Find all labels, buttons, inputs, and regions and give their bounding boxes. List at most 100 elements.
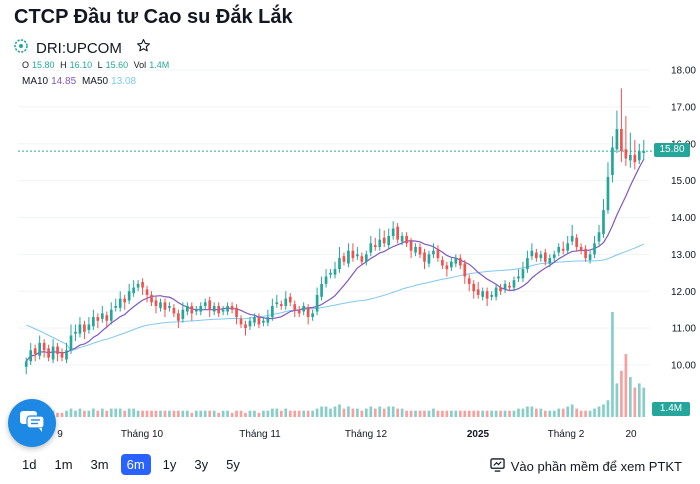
- volume-bar: [60, 412, 64, 417]
- candle-body: [136, 283, 140, 288]
- volume-bar: [347, 406, 350, 417]
- candle-body: [78, 324, 82, 334]
- candle-body: [320, 283, 323, 297]
- volume-bar: [244, 412, 247, 417]
- volume-bar: [628, 377, 632, 417]
- candle-body: [275, 302, 279, 305]
- volume-bar: [159, 410, 162, 417]
- x-tick-label: Tháng 11: [239, 429, 281, 440]
- volume-bar: [123, 410, 127, 417]
- candle-body: [387, 235, 391, 246]
- candle-body: [450, 261, 453, 268]
- volume-bar: [637, 383, 641, 417]
- candle-body: [445, 265, 449, 270]
- candle-body: [333, 269, 337, 275]
- candle-body: [271, 306, 274, 318]
- candle-body: [65, 350, 68, 360]
- volume-bar: [324, 406, 328, 417]
- volume-bar: [199, 410, 203, 417]
- volume-bar: [248, 410, 252, 417]
- candle-body: [42, 342, 46, 351]
- volume-bar: [132, 408, 135, 417]
- volume-bar: [561, 408, 565, 417]
- candle-body: [364, 254, 368, 262]
- candle-body: [458, 258, 462, 266]
- candle-body: [235, 307, 238, 318]
- candle-body: [279, 304, 283, 306]
- open-pro-software-label: Vào phần mềm để xem PTKT: [510, 459, 682, 474]
- volume-bar: [342, 408, 346, 417]
- ma10-label: MA10: [22, 76, 49, 87]
- candle-body: [467, 278, 471, 284]
- period-1d-button[interactable]: 1d: [22, 457, 37, 472]
- open-pro-software-link[interactable]: Vào phần mềm để xem PTKT: [490, 458, 682, 475]
- ma10-value: 14.85: [51, 76, 77, 87]
- period-1m-button[interactable]: 1m: [54, 457, 73, 472]
- volume-bar: [168, 410, 171, 417]
- volume-bar: [396, 408, 399, 417]
- volume-bar: [602, 404, 605, 417]
- ma50-line: [26, 243, 644, 352]
- candle-body: [38, 342, 42, 356]
- candle-body: [584, 248, 587, 259]
- candle-body: [338, 258, 341, 270]
- ticker-row: DRI:UPCOM: [14, 38, 151, 58]
- volume-bar: [423, 410, 426, 417]
- candle-body: [526, 258, 529, 270]
- ma50-value: 13.08: [111, 76, 137, 87]
- volume-bar: [154, 410, 158, 417]
- volume-bar: [557, 408, 561, 417]
- candle-body: [203, 302, 207, 306]
- watchlist-star-icon[interactable]: [136, 38, 151, 58]
- candle-body: [382, 237, 386, 244]
- candle-body: [266, 317, 270, 323]
- ticker-symbol: DRI:UPCOM: [36, 39, 122, 57]
- volume-bar: [521, 408, 525, 417]
- volume-bar: [203, 410, 207, 417]
- candle-body: [378, 239, 382, 247]
- price-chart[interactable]: 18.0017.0016.0015.0014.0013.0012.0011.00…: [0, 60, 700, 454]
- volume-bar: [118, 408, 122, 417]
- candle-body: [141, 282, 144, 288]
- y-tick-label: 10.00: [671, 361, 696, 372]
- volume-bar: [69, 408, 73, 417]
- candle-body: [226, 306, 229, 312]
- candle-body: [409, 241, 413, 251]
- candle-body: [185, 306, 189, 312]
- period-1y-button[interactable]: 1y: [162, 457, 177, 472]
- volume-bar: [338, 404, 341, 417]
- candle-body: [615, 129, 619, 150]
- candle-body: [432, 250, 435, 255]
- candle-body: [56, 346, 59, 354]
- candle-body: [405, 235, 408, 244]
- candle-body: [400, 235, 404, 242]
- candle-body: [262, 320, 265, 323]
- candle-body: [611, 147, 614, 176]
- volume-bar: [552, 410, 556, 417]
- volume-bar: [633, 387, 637, 417]
- volume-bar: [257, 412, 261, 417]
- chat-support-button[interactable]: [8, 399, 56, 447]
- candle-body: [396, 226, 399, 240]
- candle-body: [145, 289, 149, 295]
- period-5y-button[interactable]: 5y: [226, 457, 240, 472]
- candle-body: [356, 254, 359, 257]
- candle-body: [47, 348, 50, 358]
- period-3y-button[interactable]: 3y: [194, 457, 209, 472]
- candle-body: [476, 289, 480, 295]
- volume-bar: [65, 410, 68, 417]
- candle-body: [257, 317, 261, 325]
- volume-bar: [526, 406, 529, 417]
- ohlc-high-label: H: [60, 61, 67, 70]
- candle-body: [543, 252, 547, 262]
- candle-body: [521, 269, 525, 279]
- volume-bar: [136, 410, 140, 417]
- volume-bar: [127, 408, 131, 417]
- candle-body: [302, 306, 306, 312]
- period-3m-button[interactable]: 3m: [90, 457, 109, 472]
- candle-body: [472, 283, 476, 292]
- volume-bar: [373, 408, 377, 417]
- volume-bar: [271, 408, 274, 417]
- volume-bar: [369, 406, 373, 417]
- period-6m-button[interactable]: 6m: [120, 454, 151, 475]
